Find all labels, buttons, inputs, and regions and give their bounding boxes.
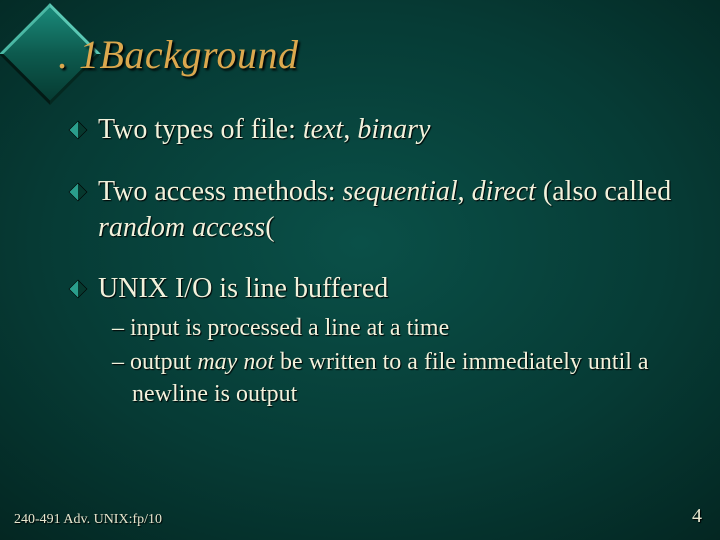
sub-bullet-pre: output bbox=[130, 349, 197, 375]
bullet-sep: , bbox=[458, 176, 472, 207]
title-region: . 1Background bbox=[14, 18, 299, 90]
bullet-plain: Two access methods: bbox=[98, 176, 343, 207]
sub-bullet-item: – input is processed a line at a time bbox=[112, 313, 690, 345]
bullet-italic: random access bbox=[98, 212, 265, 243]
bullet-tail: ( bbox=[265, 212, 274, 243]
bullet-plain: UNIX I/O is line buffered bbox=[98, 273, 388, 304]
bullet-italic: binary bbox=[357, 114, 430, 145]
sub-bullet-text: input is processed a line at a time bbox=[130, 315, 449, 341]
sub-bullet-dash: – bbox=[112, 349, 130, 375]
bullet-diamond-icon bbox=[68, 182, 88, 202]
sub-bullet-italic: may not bbox=[197, 349, 274, 375]
bullet-item: Two access methods: sequential, direct (… bbox=[68, 174, 690, 246]
sub-bullet-item: – output may not be written to a file im… bbox=[112, 347, 690, 410]
sub-bullet-dash: – bbox=[112, 315, 130, 341]
bullet-diamond-icon bbox=[68, 279, 88, 299]
sub-bullet-list: – input is processed a line at a time – … bbox=[112, 313, 690, 410]
bullet-sep: , bbox=[343, 114, 357, 145]
bullet-item: UNIX I/O is line buffered bbox=[68, 271, 690, 307]
bullet-item: Two types of file: text, binary bbox=[68, 112, 690, 148]
footer-left-text: 240-491 Adv. UNIX:fp/10 bbox=[14, 512, 162, 528]
bullet-text: Two access methods: sequential, direct (… bbox=[98, 174, 690, 246]
slide-title: . 1Background bbox=[58, 31, 299, 78]
bullet-text: UNIX I/O is line buffered bbox=[98, 271, 388, 307]
bullet-plain: Two types of file: bbox=[98, 114, 303, 145]
bullet-italic: sequential bbox=[343, 176, 458, 207]
bullet-diamond-icon bbox=[68, 120, 88, 140]
bullet-italic: text bbox=[303, 114, 343, 145]
bullet-text: Two types of file: text, binary bbox=[98, 112, 430, 148]
bullet-italic: direct bbox=[472, 176, 536, 207]
content-region: Two types of file: text, binary Two acce… bbox=[68, 112, 690, 412]
bullet-tail: (also called bbox=[536, 176, 671, 207]
slide-number: 4 bbox=[692, 505, 702, 528]
